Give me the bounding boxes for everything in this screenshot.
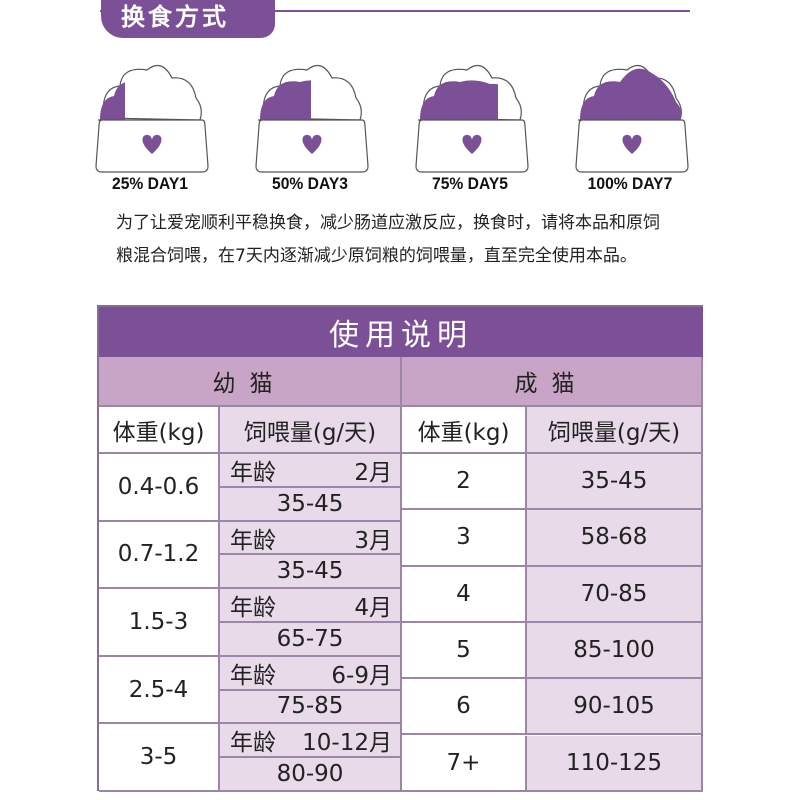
section-tab: 换食方式 (101, 0, 275, 38)
adult-weight: 6 (402, 679, 527, 736)
adult-feed: 110-125 (527, 735, 703, 792)
adult-feed: 35-45 (527, 454, 703, 511)
food-bowl-icon (572, 58, 692, 176)
age-value: 2月 (354, 459, 392, 486)
kitten-feed: 75-85 (220, 690, 402, 725)
kitten-feed: 35-45 (220, 555, 402, 590)
kitten-weight: 3-5 (99, 724, 220, 792)
adult-header: 成猫 (402, 357, 703, 407)
food-bowl-icon (92, 58, 212, 176)
food-bowl-icon (412, 58, 532, 176)
col-weight-adult: 体重(kg) (402, 407, 527, 454)
kitten-weight: 1.5-3 (99, 589, 220, 657)
kitten-age: 年龄 6-9月 (220, 656, 402, 691)
section-divider (100, 10, 690, 12)
age-label: 年龄 (230, 595, 276, 622)
adult-weight: 5 (402, 622, 527, 680)
age-value: 6-9月 (331, 662, 392, 689)
adult-feed: 90-105 (527, 679, 703, 736)
kitten-weight: 0.7-1.2 (99, 521, 220, 590)
kitten-feed: 80-90 (220, 758, 402, 792)
step-label: 25% DAY1 (112, 174, 188, 193)
kitten-weight: 2.5-4 (99, 656, 220, 725)
adult-weight: 2 (402, 454, 527, 511)
age-value: 4月 (354, 595, 392, 622)
adult-feed: 70-85 (527, 566, 703, 623)
age-label: 年龄 (230, 730, 276, 757)
kitten-age: 年龄 2月 (220, 454, 402, 488)
col-feed-adult: 饲喂量(g/天) (527, 407, 703, 454)
adult-feed: 85-100 (527, 622, 703, 680)
age-value: 3月 (354, 527, 392, 554)
step-label: 75% DAY5 (432, 174, 508, 193)
instruction-line: 为了让爱宠顺利平稳换食，减少肠道应激反应，换食时，请将本品和原饲 (116, 213, 660, 233)
adult-weight: 3 (402, 510, 527, 567)
col-feed-kitten: 饲喂量(g/天) (220, 407, 402, 454)
kitten-weight: 0.4-0.6 (99, 454, 220, 522)
age-label: 年龄 (230, 662, 276, 689)
kitten-age: 年龄 4月 (220, 589, 402, 623)
age-value: 10-12月 (302, 730, 392, 757)
instructions: 为了让爱宠顺利平稳换食，减少肠道应激反应，换食时，请将本品和原饲 粮混合饲喂，在… (116, 207, 716, 273)
step-label: 100% DAY7 (587, 174, 673, 193)
kitten-feed: 35-45 (220, 487, 402, 522)
adult-weight: 7+ (402, 735, 527, 792)
kitten-age: 年龄 3月 (220, 521, 402, 556)
age-label: 年龄 (230, 527, 276, 554)
food-bowl-icon (252, 58, 372, 176)
adult-weight: 4 (402, 566, 527, 623)
kitten-header: 幼猫 (99, 357, 402, 407)
col-weight-kitten: 体重(kg) (99, 407, 220, 454)
feeding-table: 使用说明 幼猫 成猫 体重(kg) 饲喂量(g/天) 体重(kg) 饲喂量(g/天) 0.4-… (97, 305, 703, 792)
age-label: 年龄 (230, 459, 276, 486)
adult-feed: 58-68 (527, 510, 703, 567)
table-title: 使用说明 (99, 307, 703, 357)
instruction-line: 粮混合饲喂，在7天内逐渐减少原饲粮的饲喂量，直至完全使用本品。 (116, 246, 637, 266)
kitten-age: 年龄 10-12月 (220, 724, 402, 759)
step-label: 50% DAY3 (272, 174, 348, 193)
kitten-feed: 65-75 (220, 623, 402, 657)
